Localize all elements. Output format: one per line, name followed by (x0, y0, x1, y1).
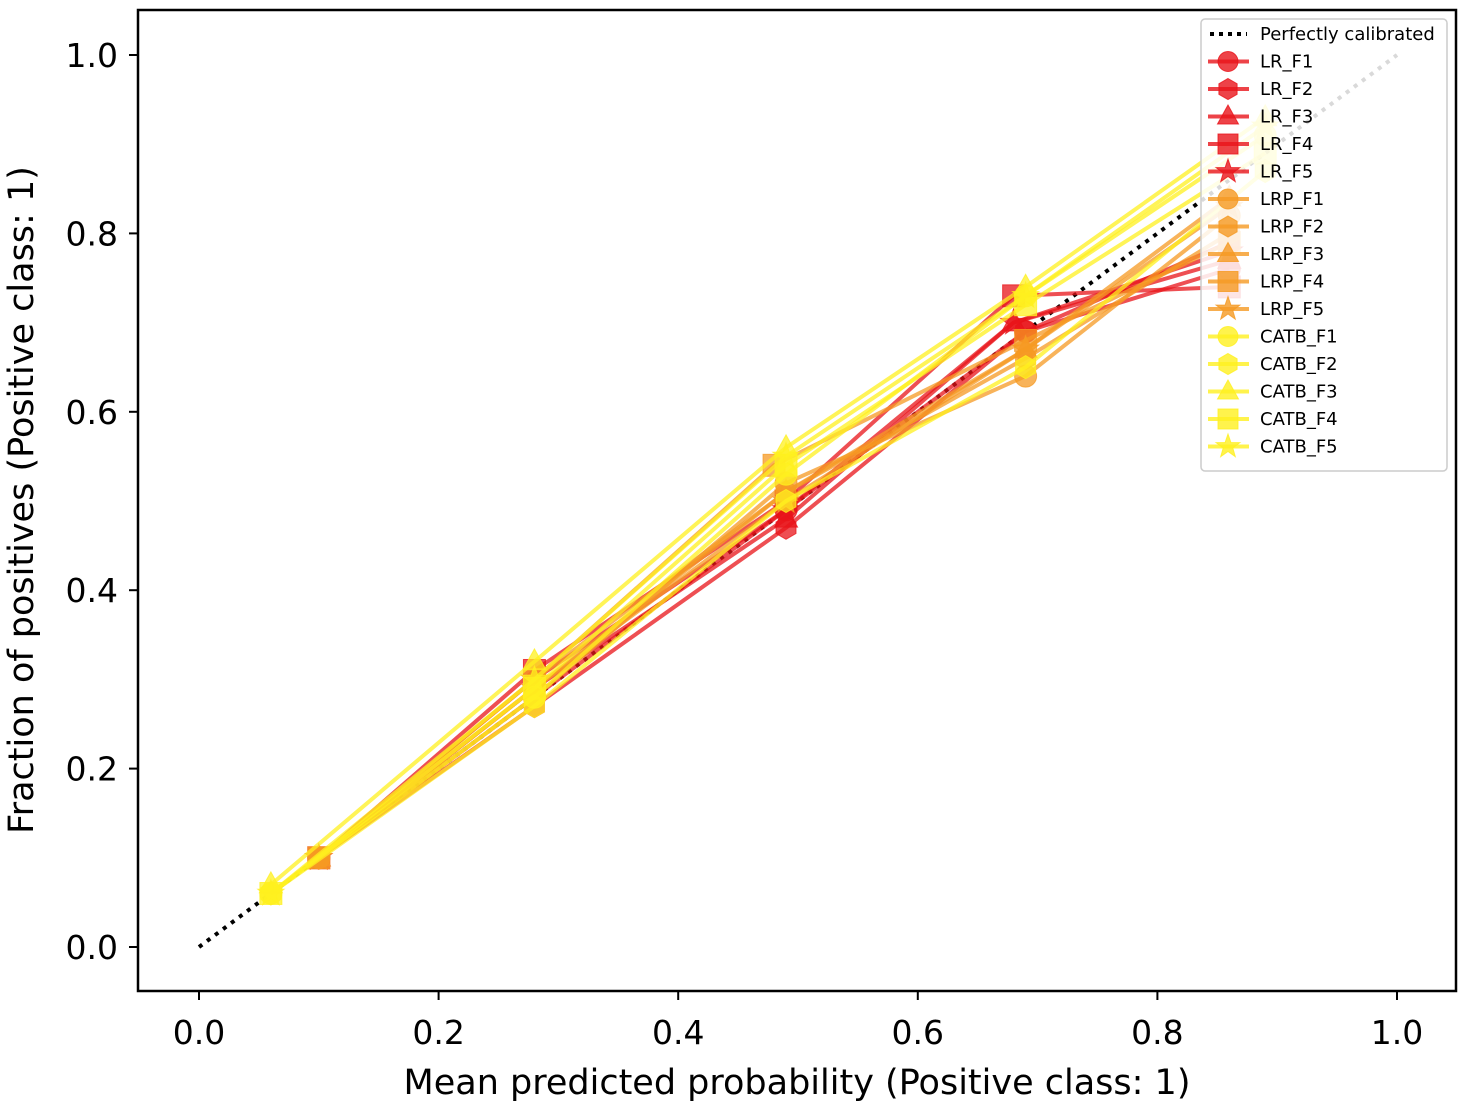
legend-label-reference: Perfectly calibrated (1260, 24, 1435, 45)
legend-marker-LR_F2 (1218, 77, 1238, 101)
legend-label-LRP_F3: LRP_F3 (1260, 244, 1324, 265)
legend-marker-CATB_F5 (1214, 432, 1242, 458)
series-LRP_F4 (307, 230, 1241, 870)
legend-item-LR_F3: LR_F3 (1208, 103, 1313, 128)
series-LR_F1 (307, 257, 1241, 870)
legend-marker-CATB_F2 (1218, 352, 1238, 376)
legend-item-CATB_F3: CATB_F3 (1208, 378, 1338, 403)
legend-marker-LR_F3 (1216, 103, 1240, 125)
legend-label-LR_F4: LR_F4 (1260, 134, 1313, 155)
series-line-LR_F5 (317, 249, 1230, 860)
y-tick-label-3: 0.6 (66, 393, 118, 432)
legend-item-LR_F4: LR_F4 (1208, 133, 1313, 155)
legend-label-LR_F5: LR_F5 (1260, 162, 1313, 183)
x-tick-label-2: 0.4 (652, 1013, 704, 1052)
legend-item-LR_F2: LR_F2 (1208, 77, 1313, 101)
legend-item-LRP_F4: LRP_F4 (1208, 271, 1324, 293)
legend-label-CATB_F2: CATB_F2 (1260, 354, 1338, 375)
series-LR_F3 (306, 246, 1242, 867)
legend-marker-CATB_F4 (1217, 408, 1239, 430)
x-tick-label-3: 0.6 (892, 1013, 944, 1052)
legend-item-CATB_F4: CATB_F4 (1208, 408, 1338, 430)
legend-marker-LRP_F2 (1218, 215, 1238, 238)
data-point-CATB_F2-3 (1015, 355, 1037, 380)
legend-item-CATB_F1: CATB_F1 (1208, 326, 1338, 348)
legend-marker-LR_F1 (1217, 51, 1239, 72)
data-point-CATB_F5-0 (256, 878, 286, 906)
plot-marks (197, 53, 1399, 949)
legend-marker-LRP_F1 (1217, 188, 1239, 210)
legend-marker-CATB_F3 (1216, 378, 1240, 400)
legend-label-CATB_F1: CATB_F1 (1260, 327, 1338, 348)
legend-item-LRP_F1: LRP_F1 (1208, 188, 1324, 210)
legend-label-LR_F3: LR_F3 (1260, 107, 1313, 128)
data-point-CATB_F5-1 (519, 664, 549, 692)
y-tick-label-0: 0.0 (66, 928, 118, 967)
series-line-LR_F2 (317, 240, 1231, 860)
y-tick-label-1: 0.2 (66, 750, 118, 789)
series-CATB_F5 (256, 111, 1280, 906)
legend-marker-LR_F4 (1217, 133, 1239, 155)
legend-label-CATB_F3: CATB_F3 (1260, 382, 1338, 403)
plot-frame (136, 8, 1458, 993)
legend-item-CATB_F5: CATB_F5 (1208, 432, 1338, 458)
data-point-CATB_F2-2 (775, 488, 797, 514)
legend-marker-LRP_F3 (1216, 241, 1240, 262)
legend-item-CATB_F2: CATB_F2 (1208, 352, 1338, 376)
legend-label-CATB_F4: CATB_F4 (1260, 409, 1338, 430)
legend-box (1200, 18, 1448, 472)
legend-item-LRP_F2: LRP_F2 (1208, 215, 1324, 238)
y-axis: 0.0 0.2 0.4 0.6 0.8 1.0 (66, 36, 138, 967)
data-point-CATB_F2-1 (523, 694, 545, 719)
legend-marker-LR_F5 (1214, 157, 1242, 183)
y-tick-label-2: 0.4 (66, 571, 118, 610)
series-LR_F2 (308, 230, 1240, 870)
data-point-LRP_F5-3 (1011, 334, 1041, 362)
legend-marker-CATB_F1 (1217, 326, 1239, 347)
legend-label-LRP_F5: LRP_F5 (1260, 299, 1324, 320)
legend-item-LRP_F5: LRP_F5 (1208, 294, 1324, 321)
x-tick-label-1: 0.2 (412, 1013, 464, 1052)
legend-label-CATB_F5: CATB_F5 (1260, 437, 1338, 458)
x-tick-label-0: 0.0 (173, 1013, 225, 1052)
legend-label-LRP_F4: LRP_F4 (1260, 272, 1324, 293)
series-line-LR_F3 (317, 258, 1230, 860)
legend: Perfectly calibrated LR_F1 LR_F2 LR_F3 LR_F4… (1200, 18, 1448, 472)
series-line-LR_F4 (317, 284, 1230, 860)
series-line-LRP_F4 (317, 240, 1231, 860)
y-axis-label: Fraction of positives (Positive class: 1… (2, 166, 42, 834)
legend-item-reference: Perfectly calibrated (1210, 24, 1435, 45)
y-tick-label-4: 0.8 (66, 214, 118, 253)
x-tick-label-5: 1.0 (1371, 1013, 1423, 1052)
y-tick-label-5: 1.0 (66, 36, 118, 75)
legend-marker-LRP_F4 (1217, 271, 1239, 292)
legend-label-LRP_F2: LRP_F2 (1260, 217, 1324, 238)
legend-label-LR_F2: LR_F2 (1260, 79, 1313, 100)
series-LR_F4 (307, 275, 1241, 870)
x-tick-label-4: 0.8 (1131, 1013, 1183, 1052)
legend-item-LR_F5: LR_F5 (1208, 157, 1313, 183)
data-point-CATB_F5-2 (771, 441, 801, 469)
data-point-CATB_F5-3 (1011, 280, 1041, 309)
series-line-LR_F1 (317, 267, 1230, 860)
x-axis: 0.0 0.2 0.4 0.6 0.8 1.0 (173, 991, 1423, 1052)
x-axis-label: Mean predicted probability (Positive cla… (404, 1063, 1191, 1103)
legend-item-LRP_F3: LRP_F3 (1208, 241, 1324, 265)
series-LR_F5 (304, 235, 1244, 871)
legend-marker-LRP_F5 (1214, 294, 1242, 321)
legend-item-LR_F1: LR_F1 (1208, 51, 1313, 73)
legend-label-LR_F1: LR_F1 (1260, 52, 1313, 73)
legend-label-LRP_F1: LRP_F1 (1260, 189, 1324, 210)
